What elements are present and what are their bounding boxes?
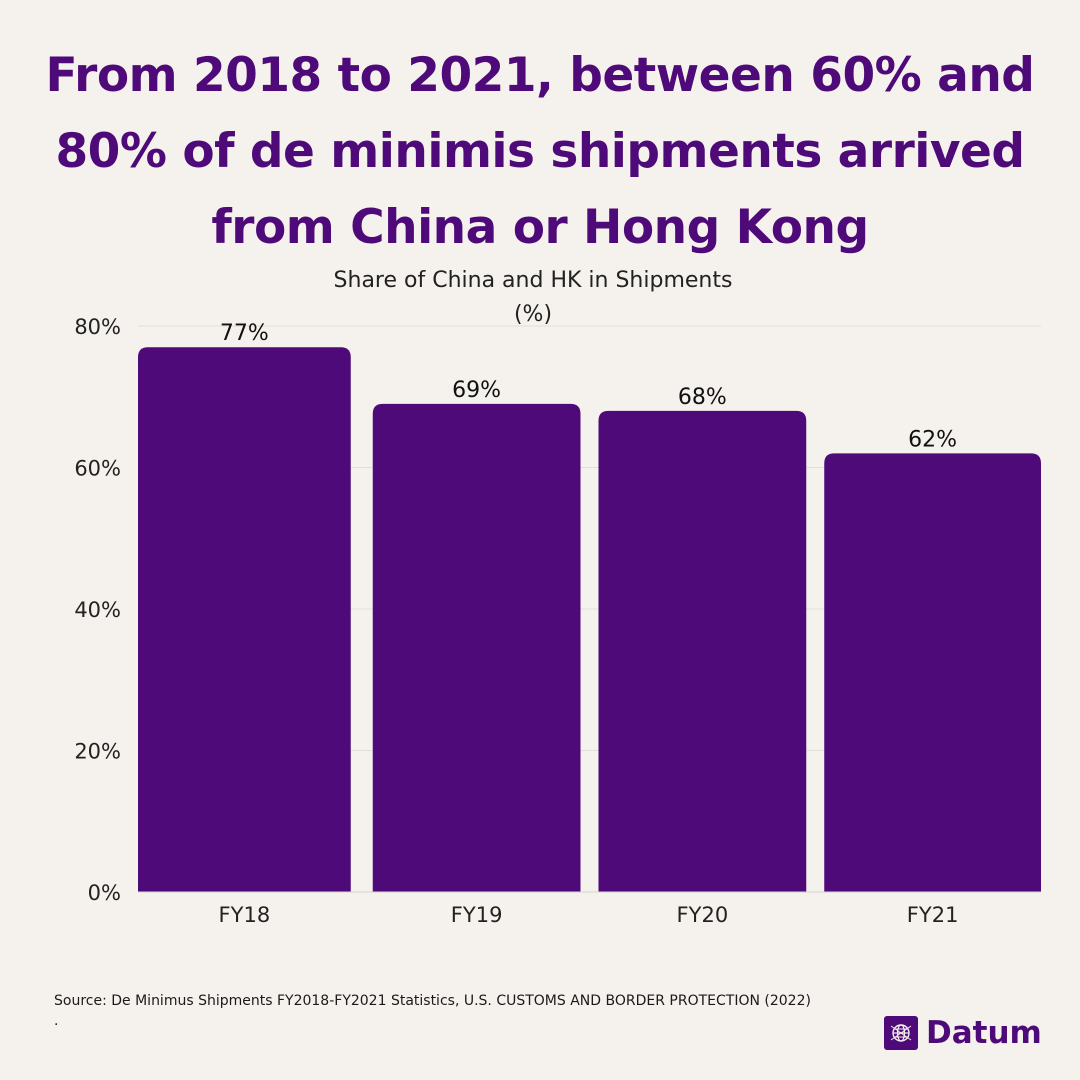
x-tick-label: FY21 [907,903,959,927]
y-tick-label: 80% [74,315,121,339]
x-tick-label: FY19 [451,903,503,927]
title-line-3: from China or Hong Kong [211,200,869,255]
x-axis-ticks: FY18 FY19 FY20 FY21 [219,903,959,927]
title-line-1: From 2018 to 2021, between 60% and [45,48,1035,103]
bar-fy21 [824,453,1041,892]
data-label: 68% [678,385,727,410]
data-label: 62% [908,427,957,452]
bar-fy18 [138,347,351,893]
y-tick-label: 40% [74,598,121,622]
bar-fy20 [598,410,807,892]
y-tick-label: 60% [74,457,121,481]
page-title: From 2018 to 2021, between 60% and 80% o… [20,38,1060,266]
bar-fy19 [372,403,581,892]
x-tick-label: FY20 [677,903,729,927]
data-labels: 77% 69% 68% 62% [220,321,957,452]
globe-icon [884,1016,918,1050]
y-axis-ticks: 0% 20% 40% 60% 80% [74,315,121,905]
x-tick-label: FY18 [219,903,271,927]
chart-title: Share of China and HK in Shipments [333,268,733,293]
y-tick-label: 0% [88,881,121,905]
title-line-2: 80% of de minimis shipments arrived [55,124,1025,179]
brand-name: Datum [926,1015,1042,1051]
data-label: 69% [452,378,501,403]
chart-subtitle: (%) [513,302,553,327]
brand: Datum [884,1015,1042,1051]
source-text: Source: De Minimus Shipments FY2018-FY20… [54,993,811,1009]
y-tick-label: 20% [74,740,121,764]
data-label: 77% [220,321,269,346]
source-note: Source: De Minimus Shipments FY2018-FY20… [54,991,954,1031]
bars [138,347,1041,893]
source-trailer: . [54,1013,59,1029]
